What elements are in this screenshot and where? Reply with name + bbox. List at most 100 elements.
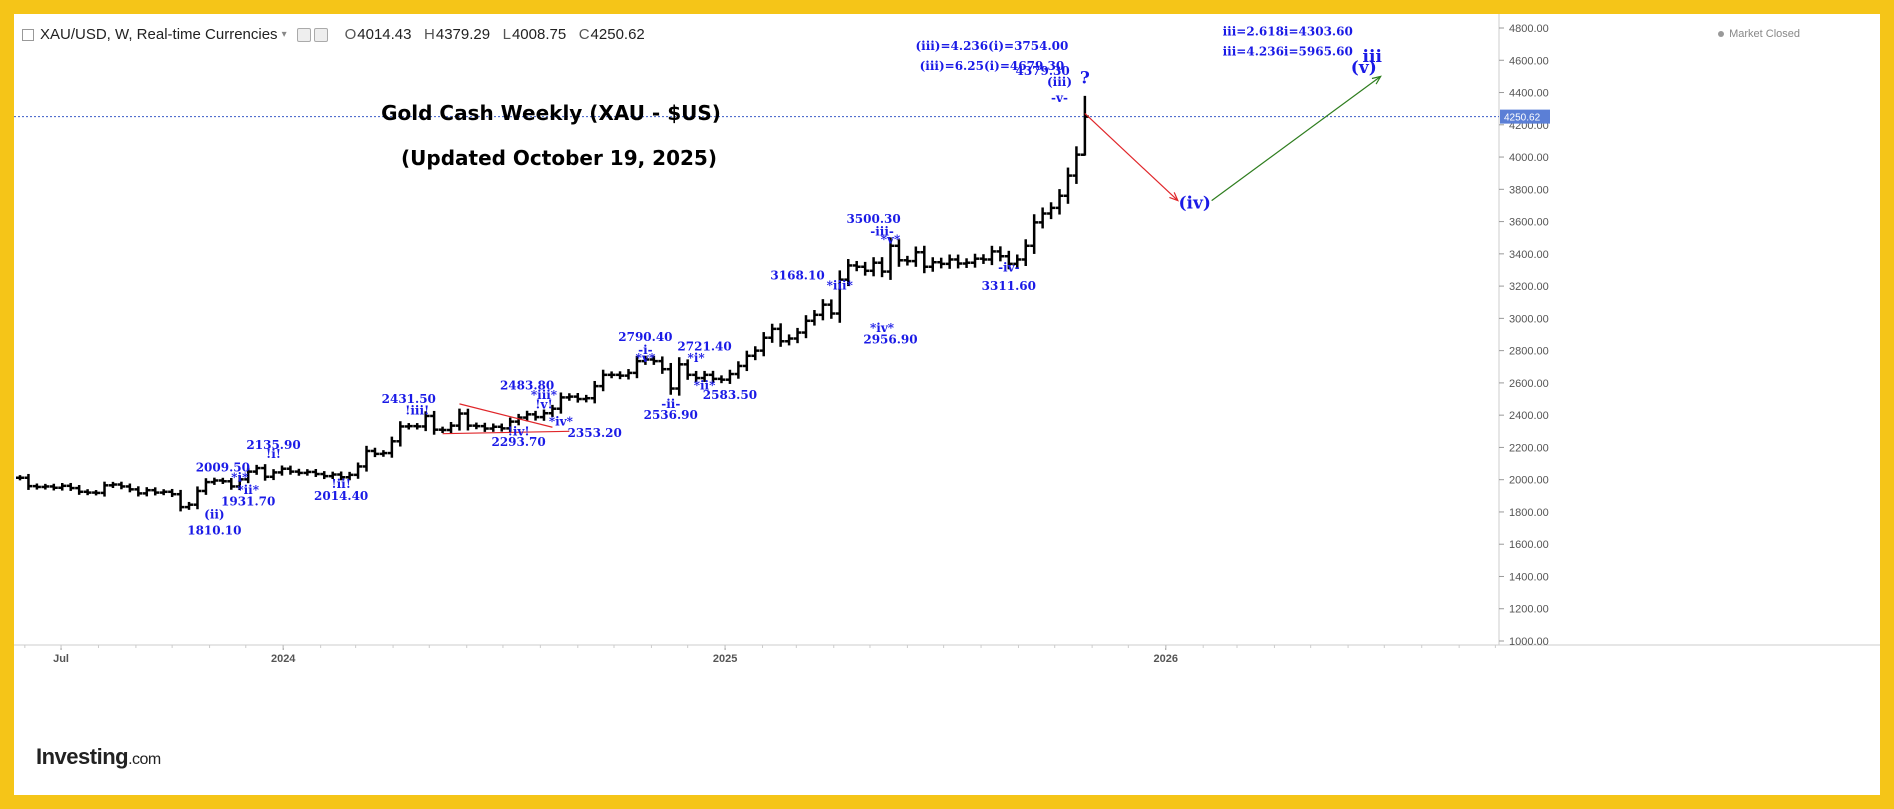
wave-annotation: -ii- bbox=[661, 397, 680, 411]
wave-annotation: iii=2.618i=4303.60 bbox=[1223, 24, 1353, 38]
projection-arrowhead bbox=[1169, 192, 1179, 202]
wave-annotation: 4379.30 bbox=[1015, 64, 1069, 78]
chart-frame: 1000.00 1200.00 1400.00 1600.00 1800.00 2000.… bbox=[14, 14, 1880, 795]
wave-annotation: !v! bbox=[535, 398, 553, 412]
high-prefix: H bbox=[424, 26, 435, 43]
y-tick-label: 2600.00 bbox=[1509, 378, 1549, 390]
y-tick-label: 4000.00 bbox=[1509, 152, 1549, 164]
wave-annotation: 2353.20 bbox=[568, 426, 622, 440]
price-chart[interactable]: 1000.00 1200.00 1400.00 1600.00 1800.00 2000.… bbox=[14, 14, 1880, 795]
investing-logo[interactable]: Investing.com bbox=[36, 744, 161, 770]
y-tick-label: 3200.00 bbox=[1509, 281, 1549, 293]
y-tick-label: 1800.00 bbox=[1509, 507, 1549, 519]
wave-annotation: !iv! bbox=[508, 424, 530, 438]
y-tick-label: 2800.00 bbox=[1509, 346, 1549, 358]
wave-annotation: 1931.70 bbox=[221, 494, 275, 508]
y-tick-label: 1200.00 bbox=[1509, 604, 1549, 616]
wave-annotation: -v- bbox=[1051, 91, 1068, 105]
wave-annotation: *i* bbox=[688, 351, 706, 365]
close-prefix: C bbox=[578, 26, 590, 43]
wave-annotation: 3500.30 bbox=[846, 212, 900, 226]
open-prefix: O bbox=[344, 26, 357, 43]
wave-annotation: iii=4.236i=5965.60 bbox=[1223, 44, 1353, 58]
wave-annotation: !iii! bbox=[405, 403, 429, 417]
projection-line bbox=[1084, 113, 1179, 202]
wave-annotation: (iii)=4.236(i)=3754.00 bbox=[915, 39, 1068, 53]
wave-annotation: 2431.50 bbox=[382, 392, 436, 406]
wave-annotation: *iv* bbox=[549, 415, 574, 429]
symbol-label[interactable]: XAU/USD, W, Real-time Currencies bbox=[40, 26, 278, 43]
chevron-down-icon[interactable]: ▾ bbox=[281, 29, 287, 40]
y-tick-label: 4400.00 bbox=[1509, 88, 1549, 100]
wave-annotation: *ii* bbox=[694, 378, 716, 392]
wave-annotation: (v) bbox=[1351, 58, 1377, 78]
y-tick-label: 4600.00 bbox=[1509, 55, 1549, 67]
chart-header: XAU/USD, W, Real-time Currencies ▾ O4014… bbox=[22, 26, 645, 43]
brand-name: Investing bbox=[36, 744, 129, 769]
wave-annotation: 3311.60 bbox=[982, 279, 1036, 293]
wave-annotation: *v* bbox=[881, 232, 901, 246]
wave-annotation: *iii* bbox=[531, 388, 558, 402]
y-tick-label: 2000.00 bbox=[1509, 475, 1549, 487]
wave-annotation: 2483.80 bbox=[500, 378, 554, 392]
wave-annotation: !ii! bbox=[331, 477, 351, 491]
wave-annotation: *i* bbox=[231, 470, 249, 484]
wave-annotation: -i- bbox=[638, 343, 653, 357]
wave-annotation: -iv- bbox=[998, 261, 1020, 275]
wave-annotation: (ii) bbox=[204, 507, 224, 521]
x-tick-label: 2025 bbox=[713, 653, 737, 665]
wave-annotation: (iii) bbox=[1047, 75, 1072, 89]
y-tick-label: 1000.00 bbox=[1509, 636, 1549, 648]
triangle-upper-line bbox=[459, 403, 553, 428]
y-tick-label: 2400.00 bbox=[1509, 410, 1549, 422]
projection-line bbox=[1211, 75, 1382, 202]
last-price-label: 4250.62 bbox=[1504, 113, 1541, 124]
x-tick-label: 2024 bbox=[271, 653, 296, 665]
wave-annotation: 2536.90 bbox=[644, 408, 698, 422]
wave-annotation: 2009.50 bbox=[196, 461, 250, 475]
wave-annotation: iii bbox=[1363, 47, 1383, 67]
wave-annotation: 2721.40 bbox=[677, 340, 731, 354]
chart-subtitle: (Updated October 19, 2025) bbox=[401, 146, 717, 170]
wave-annotation: *ii* bbox=[237, 483, 259, 497]
wave-annotation: *v* bbox=[636, 351, 656, 365]
open-value: 4014.43 bbox=[357, 26, 412, 43]
y-tick-label: 4800.00 bbox=[1509, 23, 1549, 35]
collapse-icon[interactable] bbox=[22, 28, 34, 41]
chart-title: Gold Cash Weekly (XAU - $US) bbox=[381, 101, 721, 125]
brand-suffix: .com bbox=[128, 751, 161, 768]
y-tick-label: 3800.00 bbox=[1509, 184, 1549, 196]
x-tick-label: 2026 bbox=[1154, 653, 1178, 665]
y-tick-label: 3400.00 bbox=[1509, 249, 1549, 261]
y-tick-label: 2200.00 bbox=[1509, 442, 1549, 454]
projection-arrowhead bbox=[1371, 75, 1382, 85]
triangle-lower-line bbox=[442, 430, 570, 435]
wave-annotation: 2583.50 bbox=[703, 388, 757, 402]
hide-icon[interactable] bbox=[313, 27, 328, 42]
y-tick-label: 1600.00 bbox=[1509, 539, 1549, 551]
wave-annotation: 2293.70 bbox=[491, 435, 545, 449]
wave-annotation: -iii- bbox=[870, 224, 894, 238]
y-tick-label: 3600.00 bbox=[1509, 217, 1549, 229]
market-status-label: Market Closed bbox=[1729, 28, 1800, 40]
wave-annotation: (iii)=6.25(i)=4679.30 bbox=[920, 59, 1065, 73]
wave-annotation: 3168.10 bbox=[770, 269, 824, 283]
settings-icon[interactable] bbox=[296, 27, 311, 42]
ohlc-values: O4014.43 H4379.29 L4008.75 C4250.62 bbox=[345, 26, 645, 43]
low-prefix: L bbox=[502, 26, 511, 43]
low-value: 4008.75 bbox=[511, 26, 567, 43]
x-tick-label: Jul bbox=[53, 653, 69, 665]
wave-annotation: 2014.40 bbox=[314, 489, 368, 503]
y-tick-label: 1400.00 bbox=[1509, 571, 1549, 583]
market-status: Market Closed bbox=[1718, 28, 1800, 40]
wave-annotation: !i! bbox=[266, 447, 281, 461]
wave-annotation: 1810.10 bbox=[187, 524, 241, 538]
status-dot-icon bbox=[1718, 31, 1725, 38]
last-price-tag bbox=[1500, 109, 1550, 124]
wave-annotation: 2790.40 bbox=[618, 330, 672, 344]
wave-annotation: ? bbox=[1080, 69, 1090, 89]
close-value: 4250.62 bbox=[590, 26, 645, 43]
wave-annotation: 2956.90 bbox=[863, 332, 917, 346]
wave-annotation: *iv* bbox=[870, 321, 895, 335]
y-tick-label: 3000.00 bbox=[1509, 313, 1549, 325]
